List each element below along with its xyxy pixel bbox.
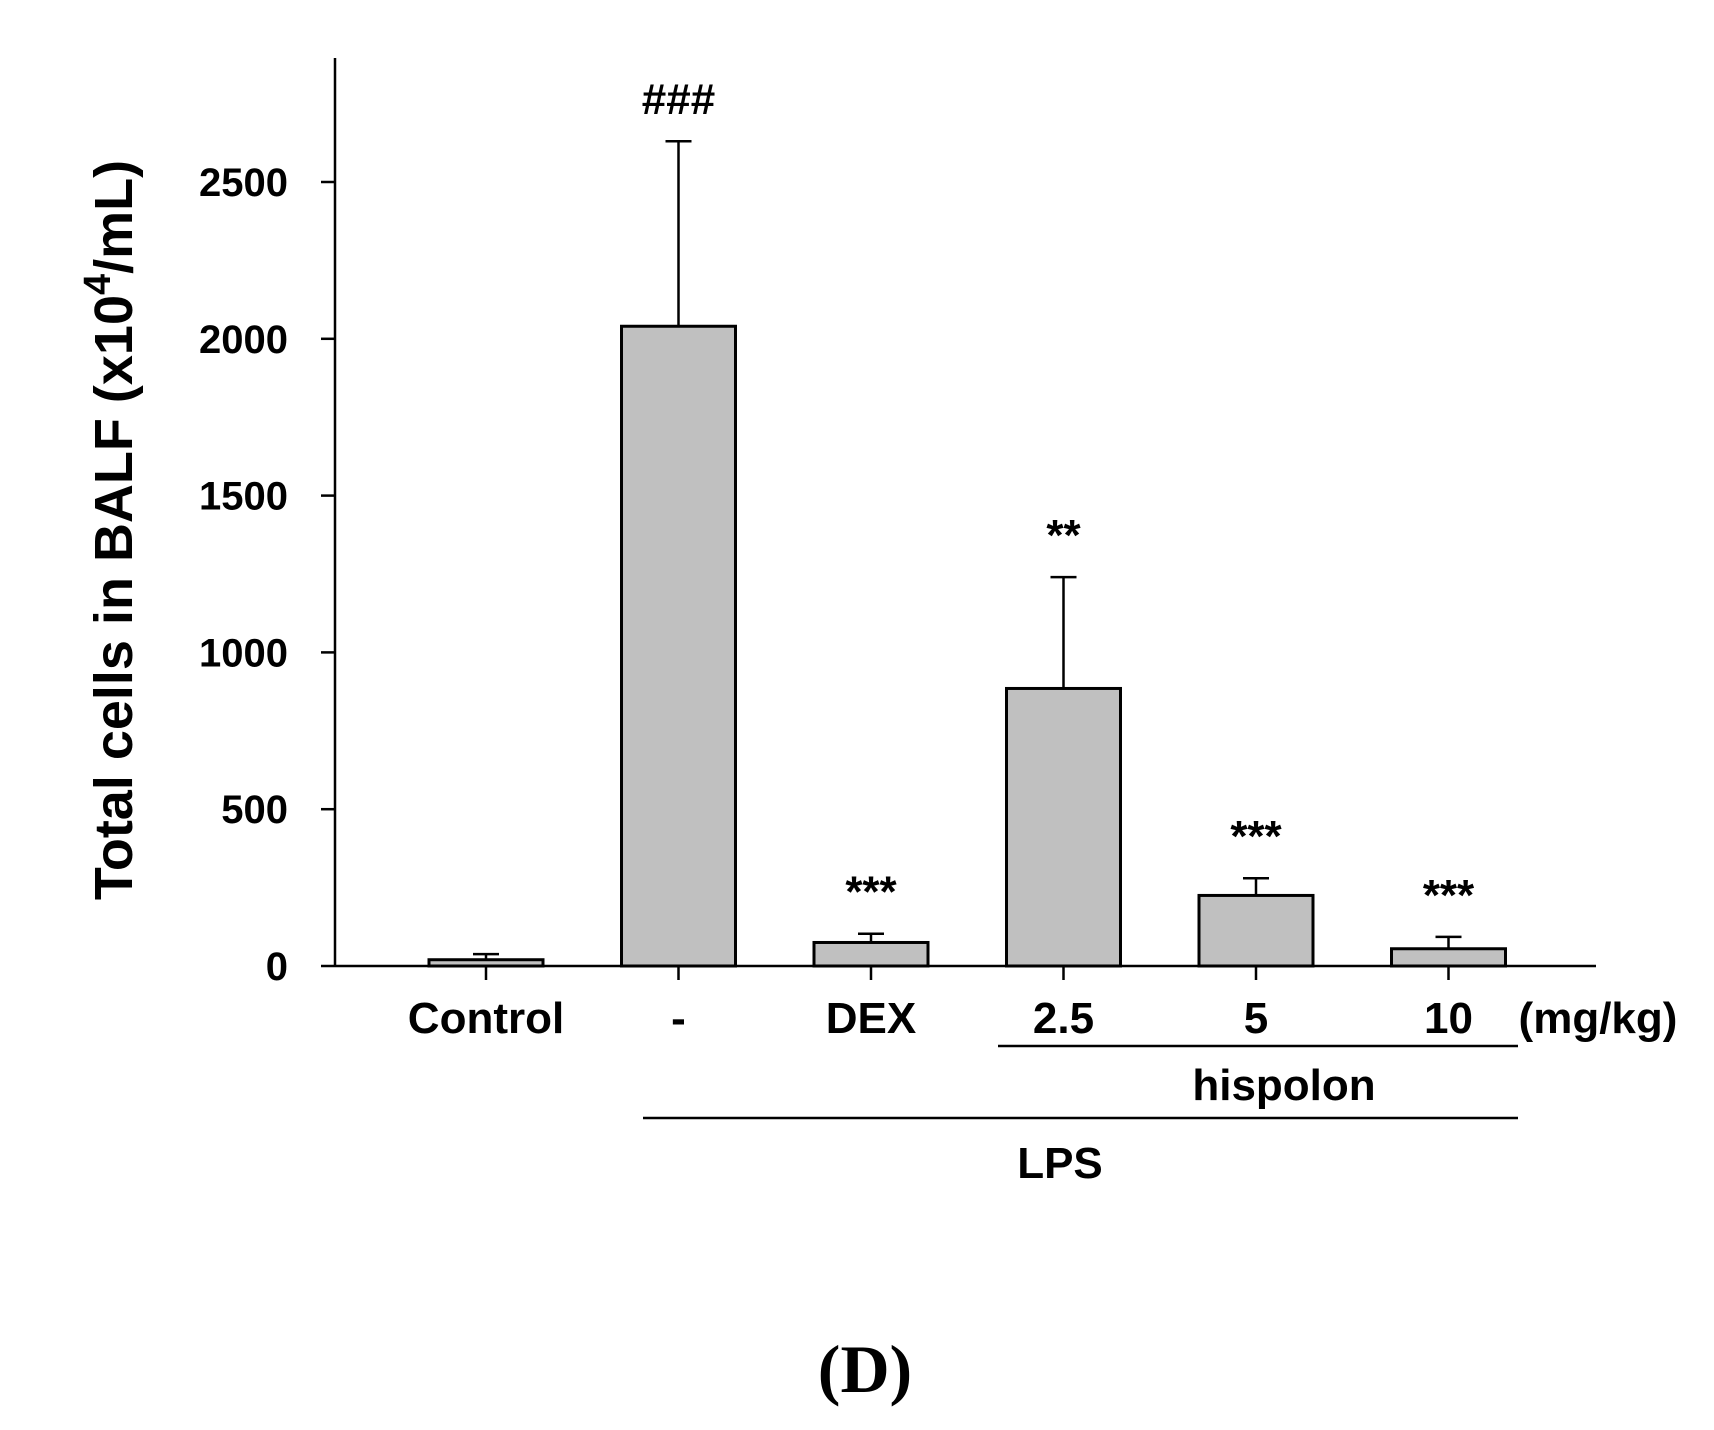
significance-marker: ***: [1423, 871, 1475, 920]
y-tick-label: 500: [221, 788, 288, 832]
x-tick-label: 2.5: [1033, 994, 1094, 1043]
bar: [812, 940, 930, 968]
significance-marker: ###: [642, 75, 715, 124]
x-tick-label: DEX: [826, 994, 916, 1043]
y-tick-label: 2000: [199, 318, 288, 362]
y-axis-label-sup: 4: [77, 274, 119, 295]
panel-label: (D): [818, 1331, 912, 1407]
y-tick-label: 2500: [199, 161, 288, 205]
group-label: hispolon: [1192, 1061, 1375, 1110]
x-tick-label: 5: [1244, 994, 1268, 1043]
unit-label: (mg/kg): [1519, 994, 1678, 1043]
x-tick-label: 10: [1424, 994, 1473, 1043]
bar: [1390, 947, 1507, 968]
bar: [1005, 686, 1122, 968]
y-axis-label-main: Total cells in BALF (x10: [84, 295, 144, 900]
y-tick-label: 1000: [199, 631, 288, 675]
bar: [620, 324, 737, 968]
group-label: LPS: [1017, 1139, 1103, 1188]
y-tick-label: 0: [266, 945, 288, 989]
significance-marker: **: [1046, 511, 1081, 560]
significance-marker: ***: [845, 868, 897, 917]
x-tick-label: -: [671, 994, 686, 1043]
y-tick-label: 1500: [199, 475, 288, 519]
bar: [1197, 893, 1315, 968]
y-axis-label-end: /mL): [84, 160, 144, 274]
x-tick-label: Control: [408, 994, 564, 1043]
y-axis-label: Total cells in BALF (x104/mL): [77, 160, 144, 900]
significance-marker: ***: [1230, 812, 1282, 861]
